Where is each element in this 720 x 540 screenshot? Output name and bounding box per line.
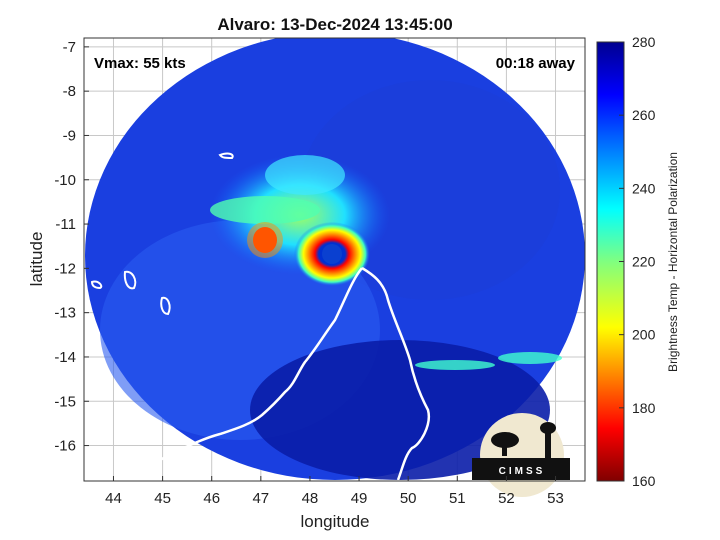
logo-text: CIMSS (499, 466, 546, 477)
x-tick-label: 52 (498, 490, 515, 507)
colorbar-ticks: 160 180 200 220 240 260 280 (619, 34, 656, 489)
y-tick-label: -11 (55, 216, 76, 233)
y-tick-label: -10 (54, 172, 76, 189)
x-tick-label: 46 (203, 490, 220, 507)
coast-islet (160, 296, 171, 316)
y-tick-label: -14 (54, 349, 76, 366)
x-axis-ticks: 44 45 46 47 48 49 50 51 52 53 (105, 476, 564, 507)
colorbar-label: Brightness Temp - Horizontal Polarizatio… (666, 152, 680, 372)
y-tick-label: -9 (63, 127, 76, 144)
x-tick-label: 44 (105, 490, 122, 507)
x-axis-label: longitude (300, 512, 369, 531)
y-tick-label: -15 (54, 393, 76, 410)
x-tick-label: 45 (154, 490, 171, 507)
x-tick-label: 51 (449, 490, 466, 507)
chart-title: Alvaro: 13-Dec-2024 13:45:00 (217, 15, 452, 34)
y-axis-ticks: -7 -8 -9 -10 -11 -12 -13 -14 -15 -16 (54, 39, 89, 455)
colorbar-tick-label: 180 (632, 400, 656, 416)
colorbar-tick-label: 240 (632, 180, 656, 196)
colorbar-tick-label: 160 (632, 473, 656, 489)
x-tick-label: 48 (302, 490, 319, 507)
x-tick-label: 47 (252, 490, 269, 507)
x-tick-label: 50 (400, 490, 417, 507)
y-tick-label: -12 (54, 260, 76, 277)
coast-islet (90, 280, 103, 290)
brightness-temp-image (85, 38, 585, 480)
y-tick-label: -16 (54, 438, 76, 455)
y-axis-label: latitude (27, 232, 46, 287)
colorbar-tick-label: 220 (632, 254, 656, 270)
time-offset-label: 00:18 away (496, 55, 576, 72)
y-tick-label: -13 (54, 305, 76, 322)
colorbar: 160 180 200 220 240 260 280 Brightness Temp - … (596, 34, 680, 489)
x-tick-label: 53 (547, 490, 564, 507)
y-tick-label: -8 (63, 83, 76, 100)
cimss-logo: CIMSS (472, 413, 570, 497)
plot-frame (83, 37, 586, 482)
coast-islet (218, 152, 234, 160)
colorbar-tick-label: 200 (632, 327, 656, 343)
x-tick-label: 49 (351, 490, 368, 507)
coast-islet (123, 270, 137, 290)
colorbar-tick-label: 280 (632, 34, 656, 50)
colorbar-tick-label: 260 (632, 107, 656, 123)
y-tick-label: -7 (63, 39, 76, 56)
plot-area: Vmax: 55 kts 00:18 away CIMSS (83, 37, 586, 497)
vmax-label: Vmax: 55 kts (94, 55, 186, 72)
coastline (131, 266, 431, 481)
